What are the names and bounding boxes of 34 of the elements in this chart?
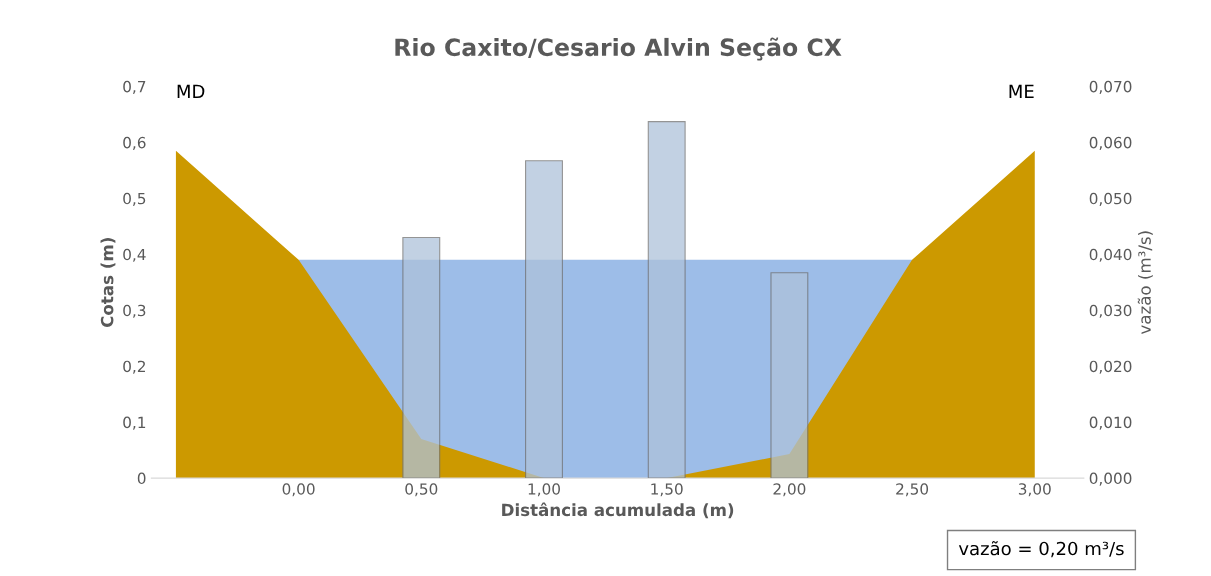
y2-axis-title: vazão (m³/s) bbox=[1137, 231, 1153, 335]
y-tick-label: 0 bbox=[137, 472, 146, 485]
y-tick-label: 0,5 bbox=[123, 192, 146, 206]
y2-tick-label: 0,010 bbox=[1089, 416, 1132, 430]
y-tick-label: 0,3 bbox=[123, 304, 146, 318]
y2-tick-label: 0,060 bbox=[1089, 136, 1132, 150]
y-axis-title: Cotas (m) bbox=[100, 238, 116, 328]
bar bbox=[770, 272, 809, 479]
y2-tick-label: 0,030 bbox=[1089, 304, 1132, 318]
bar bbox=[525, 160, 563, 479]
annotation: MD bbox=[177, 84, 205, 98]
y2-tick-label: 0,050 bbox=[1089, 192, 1132, 206]
x-tick-label: 2,50 bbox=[896, 483, 929, 497]
y-tick-label: 0,6 bbox=[123, 136, 146, 150]
x-tick-label: 0,50 bbox=[405, 483, 438, 497]
y-tick-label: 0,7 bbox=[123, 80, 146, 94]
y-tick-label: 0,4 bbox=[123, 248, 146, 262]
x-tick-label: 1,00 bbox=[528, 483, 560, 497]
x-axis-title: Distância acumulada (m) bbox=[502, 502, 734, 519]
annotation: ME bbox=[1009, 84, 1034, 98]
bar bbox=[402, 236, 441, 479]
x-tick-label: 2,00 bbox=[773, 483, 806, 497]
x-tick-label: 1,50 bbox=[651, 483, 683, 497]
bar bbox=[647, 121, 686, 479]
y-tick-label: 0,1 bbox=[123, 416, 146, 430]
x-tick-label: 3,00 bbox=[1018, 483, 1051, 497]
y2-tick-label: 0,040 bbox=[1089, 248, 1132, 262]
y-tick-label: 0,2 bbox=[123, 360, 145, 374]
x-tick-label: 0,00 bbox=[282, 483, 315, 497]
text: vazão = 0,20 m³/s bbox=[958, 541, 1124, 558]
chart-title: Rio Caxito/Cesario Alvin Seção CX bbox=[395, 37, 842, 61]
y2-tick-label: 0,070 bbox=[1089, 80, 1132, 94]
y2-tick-label: 0,020 bbox=[1089, 360, 1132, 374]
y2-tick-label: 0,000 bbox=[1089, 472, 1132, 486]
